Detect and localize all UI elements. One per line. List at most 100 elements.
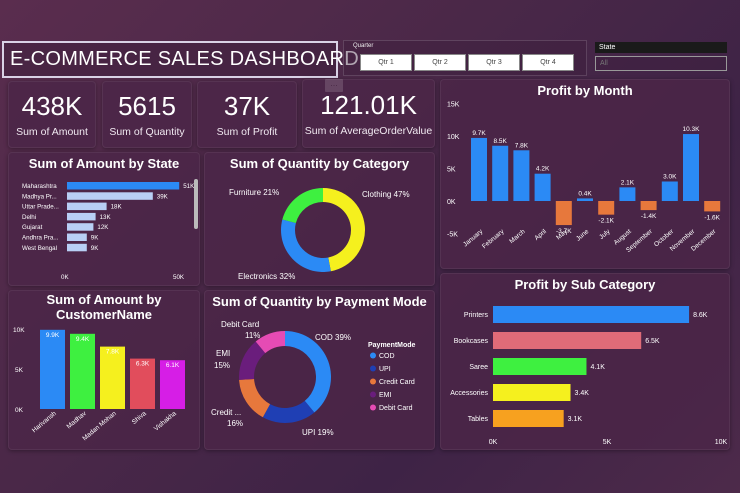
month-label: February [481,228,506,251]
profit-by-subcategory-chart: Printers 8.6K Bookcases 6.5K Saree 4.1K Access… [450,306,728,446]
state-bar [67,243,87,252]
payment-label: COD 39% [315,333,351,342]
legend-label: UPI [379,366,391,373]
x-tick-label: 0K [61,274,69,281]
customer-label: Madhav [66,410,89,431]
customer-label: Shiva [131,410,148,426]
month-bar [619,187,636,201]
payment-label: UPI 19% [302,428,334,437]
profit-by-month-chart: 15K10K5K0K-5K9.7KJanuary8.5KFebruary7.8K… [447,102,721,254]
kpi-label-quantity: Sum of Quantity [109,125,185,138]
customer-value-label: 6.1K [166,362,180,369]
state-label: Gujarat [22,224,43,231]
month-bar [598,201,615,215]
subcategory-label: Printers [464,312,489,319]
y-tick-label: 15K [447,102,460,109]
legend-swatch [370,391,376,398]
state-bar [67,212,96,221]
month-value-label: 0.4K [578,190,592,197]
subcategory-value-label: 8.6K [693,312,708,319]
subcategory-label: Saree [469,364,488,371]
state-label: Maharashtra [22,183,57,190]
amount-by-customer-chart: 10K5K0K9.9KHarivansh9.4KMadhav7.8KMadan … [13,327,185,442]
month-value-label: 2.1K [621,179,635,186]
subcategory-label: Bookcases [454,338,489,345]
legend-swatch [370,404,376,411]
kpi-value-profit: 37K [223,90,271,121]
kpi-card-aov: 121.01K Sum of AverageOrderValue [302,79,435,148]
page-title: E-COMMERCE SALES DASHBOARD [10,48,359,70]
state-value-label: 13K [100,214,112,221]
state-slicer: State All [592,40,730,76]
kpi-label-amount: Sum of Amount [16,125,88,138]
month-label: April [533,228,548,242]
state-slicer-label: State [595,42,727,53]
subcategory-bar [493,410,564,427]
quantity-by-category-card: Sum of Quantity by Category Clothing 47%… [204,152,435,286]
qtr-2-button[interactable]: Qtr 2 [414,54,466,71]
category-slice [281,219,331,272]
month-value-label: 9.7K [472,130,486,137]
month-value-label: -1.6K [704,214,720,221]
legend-label: EMI [379,392,392,399]
subcategory-bar [493,358,587,375]
state-bar [67,233,87,241]
x-tick-label: 10K [715,439,728,446]
month-bar [704,201,721,212]
state-bar [67,223,94,231]
qtr-3-button[interactable]: Qtr 3 [468,54,520,71]
subcategory-label: Accessories [450,390,488,397]
category-slice [323,188,365,272]
state-value-label: 18K [111,204,123,211]
category-label: Clothing 47% [362,190,410,199]
quarter-slicer-label: Quarter [353,43,374,49]
month-value-label: 7.8K [515,142,529,149]
category-label: Furniture 21% [229,188,279,197]
qtr-4-button[interactable]: Qtr 4 [522,54,574,71]
month-value-label: 8.5K [494,138,508,145]
state-value-label: 9K [91,245,99,252]
customer-bar [130,358,155,409]
subcategory-label: Tables [468,416,489,423]
chart-title: Sum of Quantity by Payment Mode [212,294,427,309]
customer-value-label: 9.4K [76,336,90,343]
chart-title: Profit by Month [537,83,633,98]
state-label: Uttar Prade... [22,204,59,211]
quantity-by-payment-chart: COD 39% UPI 19% Credit ... 16% EMI 15% Debit C… [211,320,416,437]
amount-by-state-chart: Maharashtra 51K Madhya Pr... 39K Uttar Prade… [22,179,198,281]
state-bar [67,192,153,200]
month-label: March [508,228,527,245]
y-tick-label: 10K [447,134,460,141]
quarter-slicer: Quarter Qtr 1 Qtr 2 Qtr 3 Qtr 4 [343,40,587,76]
state-dropdown[interactable]: All [595,56,727,71]
month-bar [513,150,530,201]
subcategory-value-label: 4.1K [590,364,605,371]
qtr-1-button[interactable]: Qtr 1 [360,54,412,71]
state-bar [67,202,107,211]
chart-title-text: Sum of Amount by CustomerName [46,292,162,322]
month-value-label: 3.0K [663,174,677,181]
legend-swatch [370,365,376,372]
category-label: Electronics 32% [238,272,295,281]
chart-title: Sum of Quantity by Category [229,156,410,171]
chart-title: Sum of Amount by CustomerName [9,292,199,322]
dashboard-title-box: E-COMMERCE SALES DASHBOARD [2,41,359,78]
payment-slice [285,331,331,413]
chart-title: Sum of Amount by State [28,156,180,171]
category-slice [282,188,323,224]
state-label: Madhya Pr... [22,193,57,200]
payment-label: Debit Card [221,320,259,329]
kpi-label-aov: Sum of AverageOrderValue [304,124,433,137]
legend-label: Debit Card [379,405,413,412]
customer-value-label: 9.9K [46,332,60,339]
month-value-label: 4.2K [536,166,550,173]
legend-swatch [370,378,376,385]
customer-bar [40,329,65,409]
month-value-label: -1.4K [641,213,657,220]
payment-slice [239,341,266,380]
chart-title: Profit by Sub Category [514,277,656,292]
payment-label: Credit ... [211,408,241,417]
state-value-label: 39K [157,193,169,200]
kpi-card-profit: 37K Sum of Profit [197,81,297,148]
kpi-card-quantity: 5615 Sum of Quantity [102,81,192,148]
